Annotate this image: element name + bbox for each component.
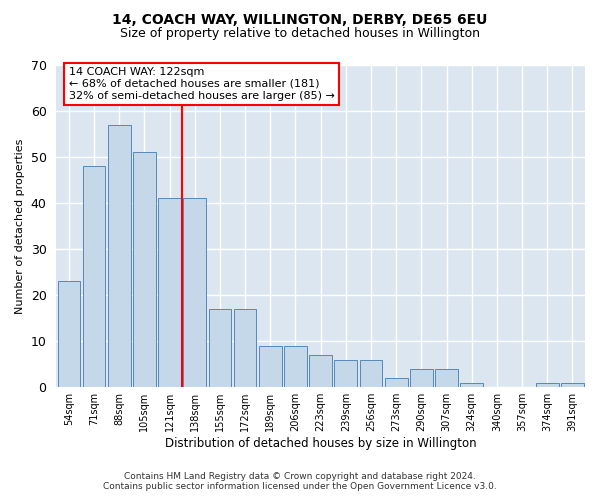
Bar bbox=[310, 355, 332, 387]
Bar bbox=[184, 198, 206, 387]
Text: 14, COACH WAY, WILLINGTON, DERBY, DE65 6EU: 14, COACH WAY, WILLINGTON, DERBY, DE65 6… bbox=[112, 12, 488, 26]
Bar bbox=[108, 125, 131, 387]
Text: Contains HM Land Registry data © Crown copyright and database right 2024.
Contai: Contains HM Land Registry data © Crown c… bbox=[103, 472, 497, 491]
Bar bbox=[536, 382, 559, 387]
Bar bbox=[284, 346, 307, 387]
Bar bbox=[133, 152, 156, 387]
Bar bbox=[234, 309, 256, 387]
Bar bbox=[209, 309, 231, 387]
Bar bbox=[460, 382, 483, 387]
Bar bbox=[83, 166, 106, 387]
Bar bbox=[385, 378, 407, 387]
Bar bbox=[410, 369, 433, 387]
Bar bbox=[359, 360, 382, 387]
Bar bbox=[435, 369, 458, 387]
Bar bbox=[334, 360, 357, 387]
Bar bbox=[561, 382, 584, 387]
Text: 14 COACH WAY: 122sqm
← 68% of detached houses are smaller (181)
32% of semi-deta: 14 COACH WAY: 122sqm ← 68% of detached h… bbox=[69, 68, 335, 100]
Y-axis label: Number of detached properties: Number of detached properties bbox=[15, 138, 25, 314]
Bar bbox=[259, 346, 281, 387]
Bar bbox=[58, 282, 80, 387]
Bar bbox=[158, 198, 181, 387]
X-axis label: Distribution of detached houses by size in Willington: Distribution of detached houses by size … bbox=[165, 437, 476, 450]
Text: Size of property relative to detached houses in Willington: Size of property relative to detached ho… bbox=[120, 28, 480, 40]
